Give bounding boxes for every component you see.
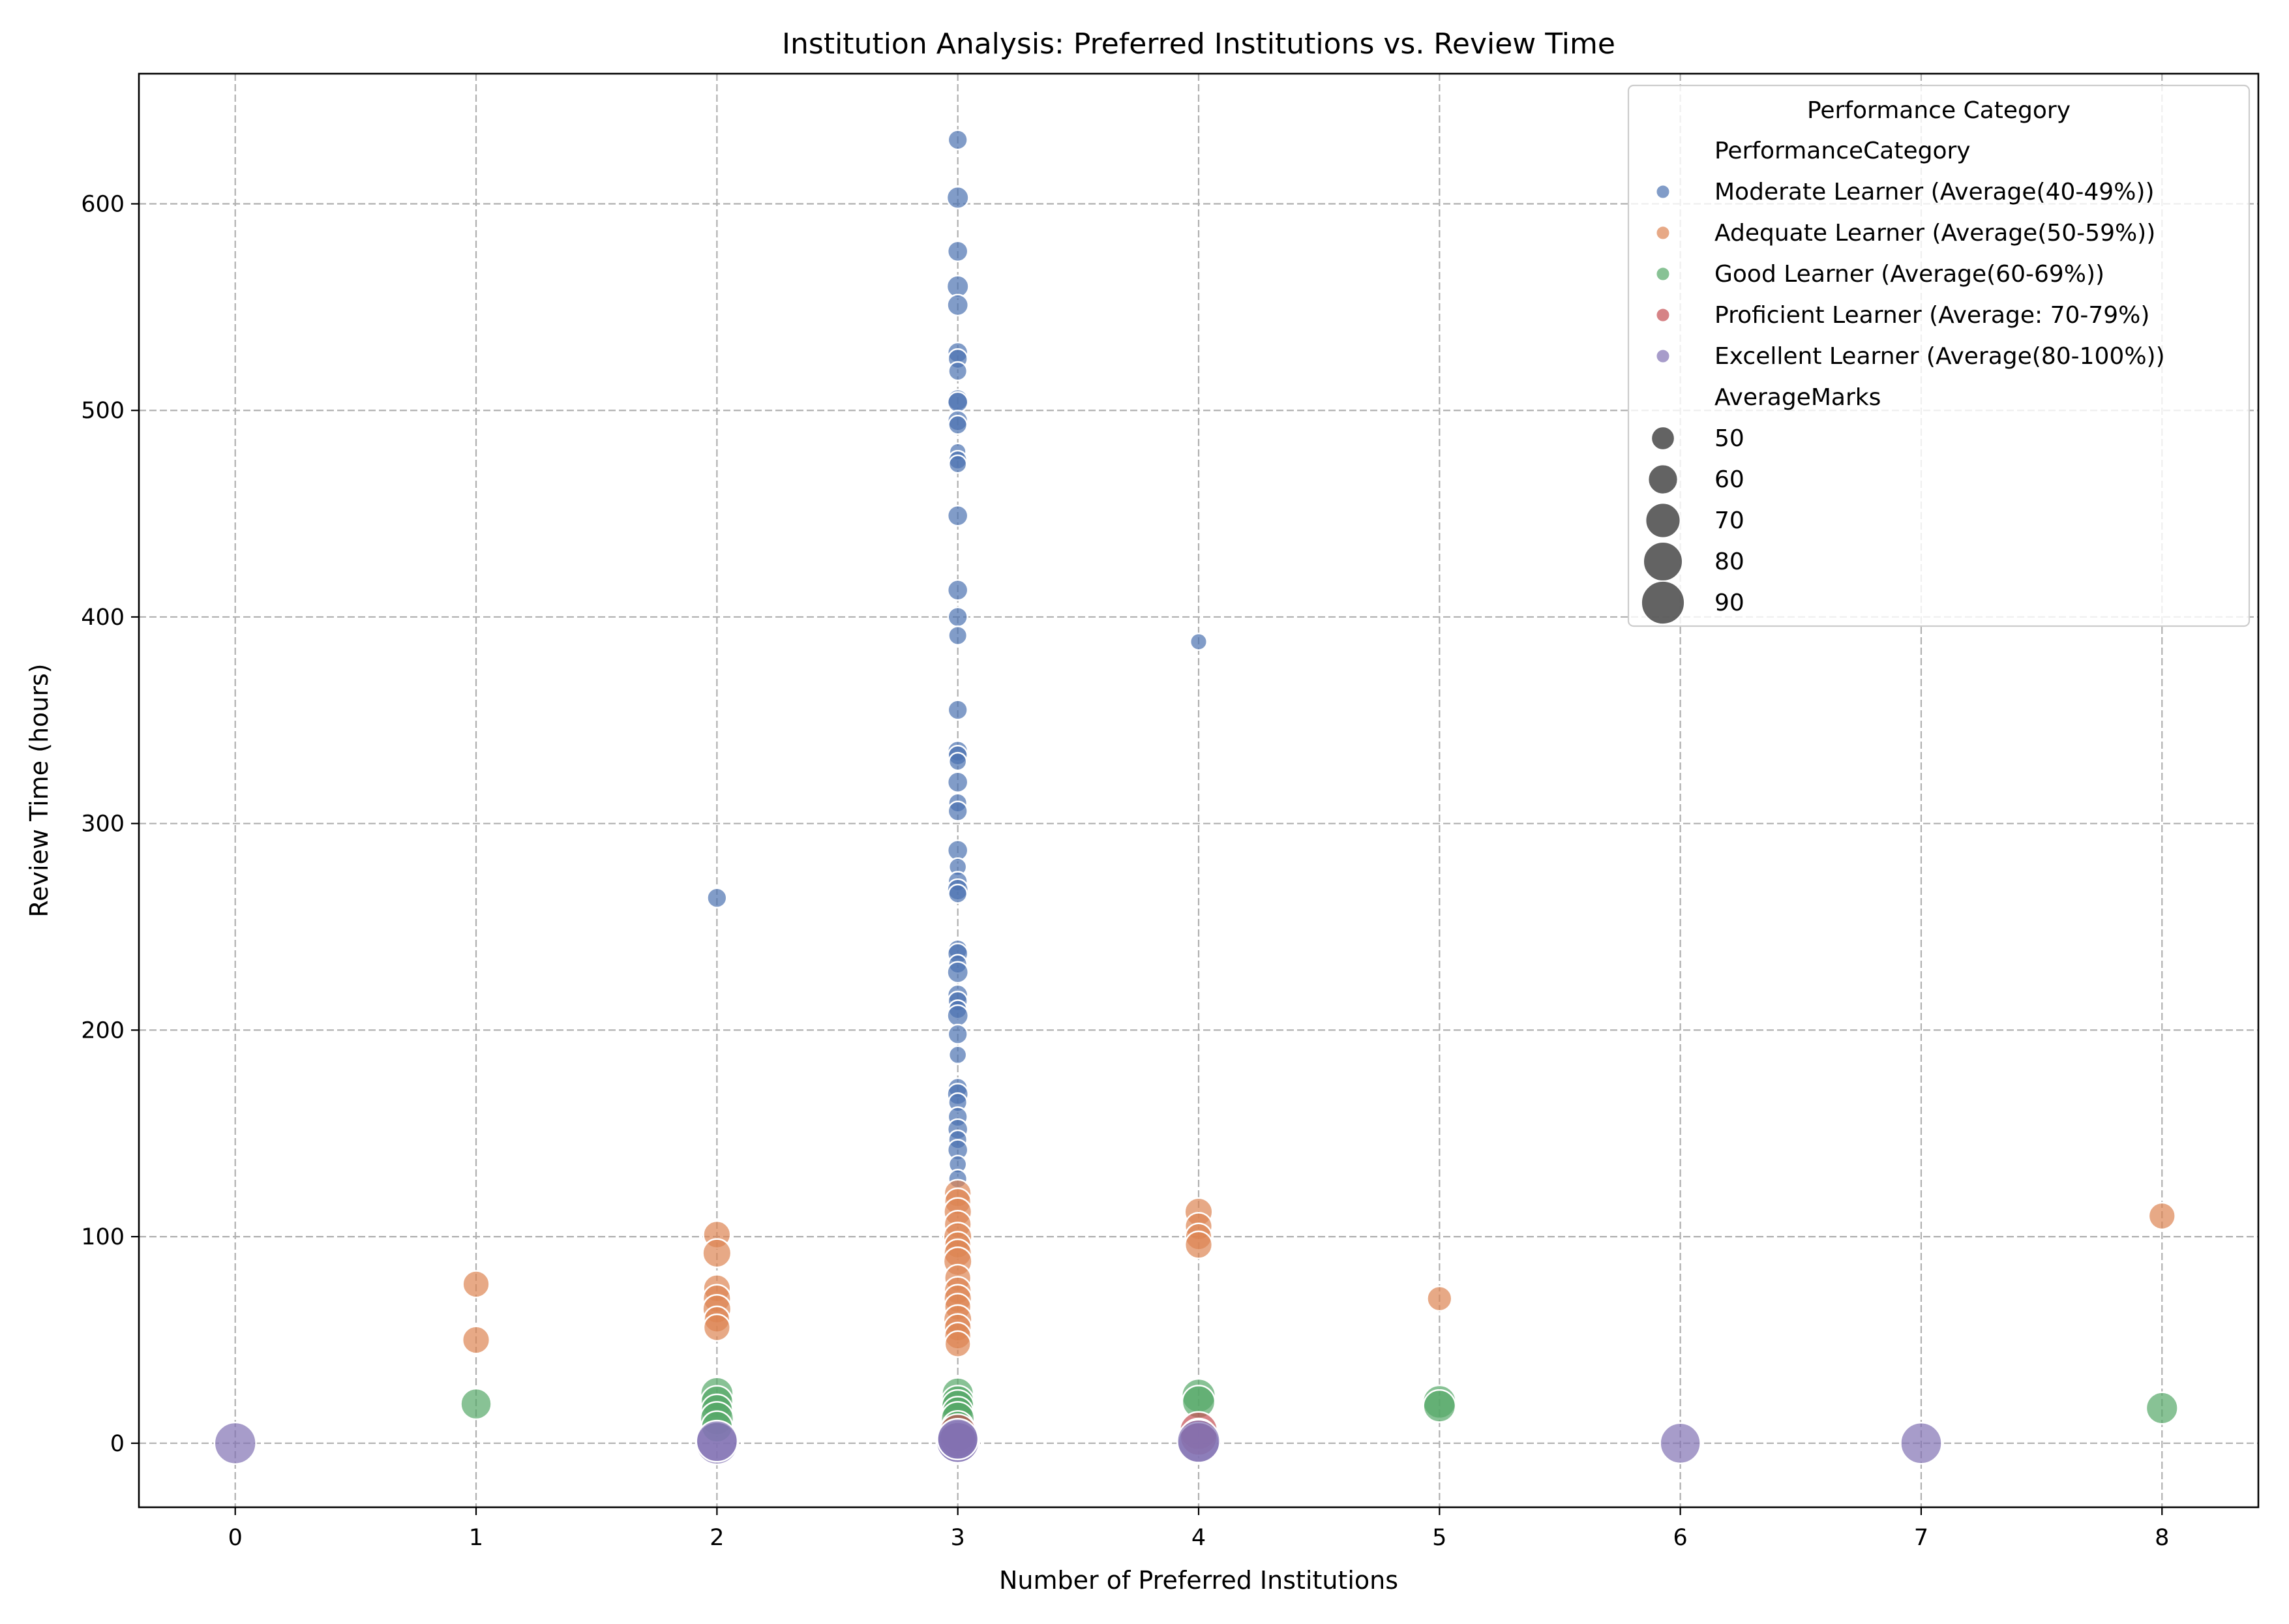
legend-size-label: 60	[1714, 466, 1744, 493]
data-point	[946, 293, 970, 317]
data-point	[695, 1419, 739, 1463]
x-tick-label: 3	[951, 1525, 965, 1551]
legend: Performance Category PerformanceCategory M…	[1627, 84, 2251, 627]
data-point	[460, 1387, 492, 1421]
data-point	[946, 1004, 970, 1027]
legend-title: Performance Category	[1807, 97, 2071, 124]
data-point	[1189, 632, 1208, 652]
y-tick-label: 600	[81, 192, 125, 218]
data-point	[946, 961, 970, 984]
y-tick-label: 500	[81, 398, 125, 424]
legend-size-label: 50	[1714, 425, 1744, 452]
y-tick-label: 100	[81, 1224, 125, 1250]
x-tick-label: 4	[1191, 1525, 1206, 1551]
data-point	[948, 883, 968, 904]
data-point	[946, 240, 969, 263]
y-tick-label: 0	[110, 1431, 125, 1457]
data-point	[461, 1325, 491, 1355]
data-point	[462, 1270, 490, 1299]
legend-marker	[1656, 349, 1670, 363]
data-point	[947, 129, 968, 151]
chart-title: Institution Analysis: Preferred Institut…	[782, 27, 1615, 61]
x-tick-label: 1	[469, 1525, 483, 1551]
legend-size-marker	[1645, 502, 1681, 539]
legend-size-marker	[1640, 580, 1686, 625]
data-point	[2147, 1201, 2176, 1231]
x-tick-label: 0	[228, 1525, 243, 1551]
legend-marker	[1656, 185, 1670, 199]
data-point	[1900, 1421, 1943, 1465]
legend-entry: Moderate Learner (Average(40-49%))	[1714, 179, 2155, 205]
data-point	[944, 1330, 972, 1358]
legend-entry: Adequate Learner (Average(50-59%))	[1714, 220, 2155, 247]
data-point	[706, 887, 728, 909]
data-point	[702, 1238, 732, 1269]
legend-entry: Good Learner (Average(60-69%))	[1714, 261, 2104, 288]
data-point	[946, 391, 969, 414]
data-point	[948, 454, 968, 474]
data-point	[702, 1313, 732, 1342]
legend-entry: Proficient Learner (Average: 70-79%)	[1714, 302, 2149, 329]
data-point	[946, 579, 969, 601]
data-point	[947, 1023, 968, 1045]
data-point	[1426, 1285, 1453, 1312]
data-points	[213, 129, 2179, 1466]
legend-subtitle-size: AverageMarks	[1714, 384, 1881, 411]
legend-size-label: 80	[1714, 549, 1744, 575]
data-point	[947, 800, 968, 822]
y-tick-label: 300	[81, 811, 125, 837]
data-point	[2145, 1391, 2179, 1425]
legend-subtitle-category: PerformanceCategory	[1714, 138, 1971, 164]
data-point	[947, 699, 968, 721]
data-point	[1422, 1389, 1457, 1423]
data-point	[948, 625, 968, 646]
x-tick-label: 8	[2155, 1525, 2169, 1551]
legend-size-marker	[1643, 541, 1683, 582]
y-axis-label: Review Time (hours)	[25, 663, 53, 917]
data-point	[948, 751, 968, 772]
legend-marker	[1656, 226, 1670, 240]
data-point	[936, 1417, 980, 1460]
data-point	[946, 504, 969, 527]
data-point	[948, 1045, 968, 1065]
legend-size-label: 70	[1714, 507, 1744, 534]
legend-marker	[1656, 267, 1670, 281]
x-axis-label: Number of Preferred Institutions	[999, 1566, 1398, 1595]
data-point	[948, 414, 968, 435]
x-tick-label: 5	[1432, 1525, 1446, 1551]
data-point	[948, 361, 968, 382]
data-point	[947, 606, 968, 628]
x-tick-label: 7	[1914, 1525, 1928, 1551]
data-point	[213, 1421, 257, 1465]
y-tick-label: 400	[81, 605, 125, 631]
legend-size-label: 90	[1714, 590, 1744, 616]
legend-entry: Excellent Learner (Average(80-100%))	[1714, 343, 2165, 370]
legend-box	[1627, 84, 2251, 627]
x-tick-label: 6	[1673, 1525, 1687, 1551]
legend-marker	[1656, 308, 1670, 322]
data-point	[946, 186, 970, 210]
data-point	[946, 771, 969, 794]
data-point	[1659, 1422, 1701, 1465]
y-tick-label: 200	[81, 1017, 125, 1044]
x-tick-label: 2	[710, 1525, 724, 1551]
data-point	[1184, 1230, 1214, 1259]
legend-size-marker	[1647, 464, 1679, 495]
data-point	[1176, 1419, 1221, 1464]
legend-size-marker	[1651, 426, 1675, 451]
